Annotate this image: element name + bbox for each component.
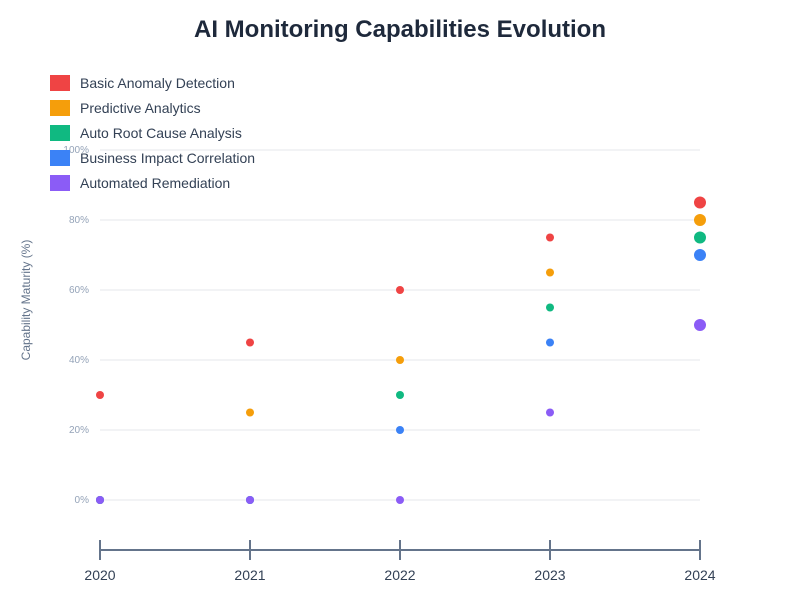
x-tick-label: 2021 [234,567,265,583]
y-tick-label: 40% [69,355,89,366]
data-point [396,391,404,399]
legend-swatch [50,149,70,166]
data-point [396,426,404,434]
legend: Basic Anomaly Detection Predictive Analyt… [50,70,255,195]
y-tick-label: 20% [69,425,89,436]
data-point [246,408,254,417]
data-point [546,303,554,312]
legend-item: Business Impact Correlation [50,145,255,170]
legend-label: Automated Remediation [80,174,231,191]
legend-label: Auto Root Cause Analysis [80,124,242,141]
data-point [546,408,554,417]
x-tick-label: 2023 [534,567,565,583]
y-axis-label: Capability Maturity (%) [19,240,33,361]
data-point [396,286,404,294]
x-tick-label: 2020 [84,567,115,583]
x-tick-label: 2024 [684,567,715,583]
legend-swatch [50,124,70,141]
data-point [694,196,706,209]
y-tick-label: 60% [69,285,89,296]
legend-label: Predictive Analytics [80,99,201,116]
y-tick-label: 0% [75,495,90,506]
data-point [546,233,554,242]
data-point [396,356,404,364]
data-point [694,249,706,261]
data-points [96,196,706,504]
data-point [694,231,706,244]
legend-item: Automated Remediation [50,170,255,195]
x-axis: 2020 2021 2022 2023 2024 [84,540,716,583]
legend-swatch [50,99,70,116]
data-point [694,319,706,331]
legend-swatch [50,174,70,191]
legend-item: Basic Anomaly Detection [50,70,255,95]
y-tick-labels: 0% 20% 40% 60% 80% 100% [63,145,89,506]
legend-item: Auto Root Cause Analysis [50,120,255,145]
legend-item: Predictive Analytics [50,95,255,120]
legend-label: Basic Anomaly Detection [80,74,235,91]
x-tick-label: 2022 [384,567,415,583]
legend-label: Business Impact Correlation [80,149,256,166]
data-point [96,496,104,504]
y-tick-label: 100% [63,145,89,156]
data-point [96,391,104,399]
data-point [694,214,706,226]
legend-swatch [50,74,70,91]
data-point [246,338,254,347]
data-point [246,496,254,504]
data-point [396,496,404,504]
chart-title: AI Monitoring Capabilities Evolution [194,16,606,43]
y-tick-label: 80% [69,215,89,226]
grid-lines [100,149,700,501]
data-point [546,338,554,347]
data-point [546,268,554,277]
